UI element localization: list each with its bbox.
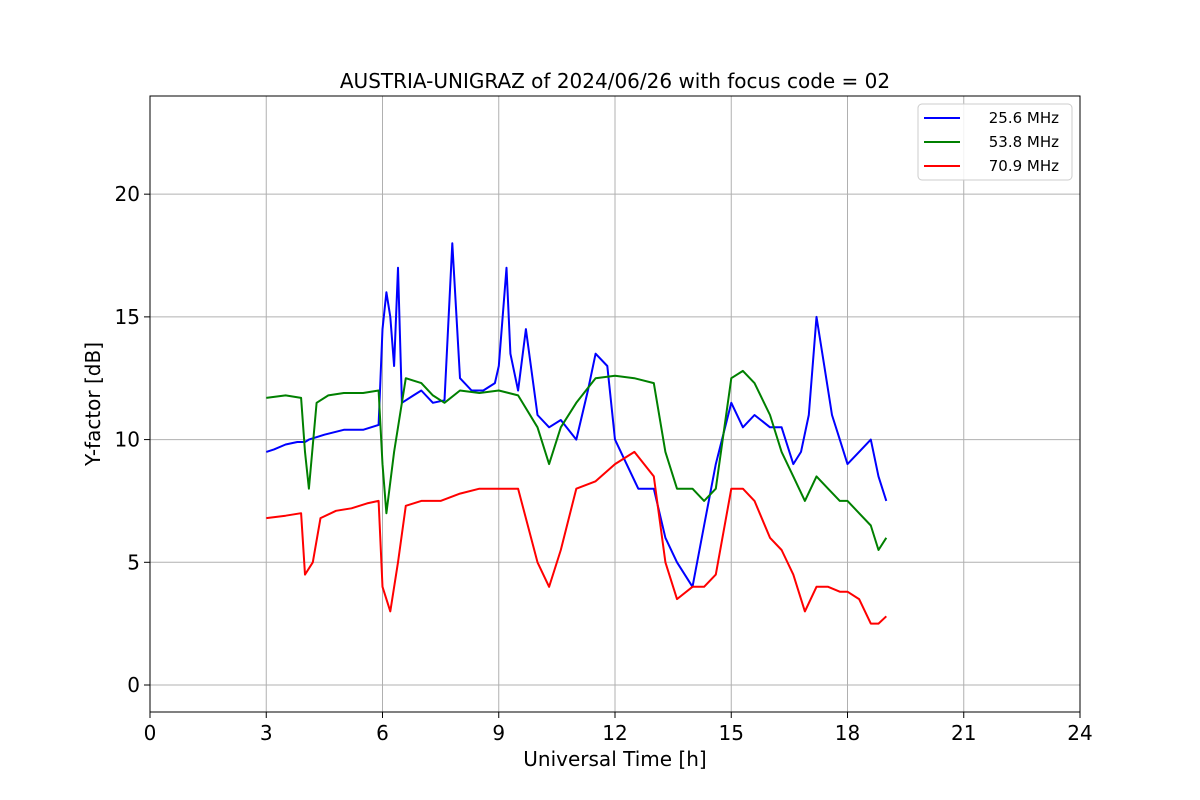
chart-title: AUSTRIA-UNIGRAZ of 2024/06/26 with focus… [340,69,890,93]
series-line-3 [266,450,887,625]
x-tick-label: 9 [492,721,505,745]
x-tick-label: 18 [835,721,860,745]
y-tick-label: 5 [127,550,140,574]
x-tick-label: 24 [1067,721,1092,745]
x-tick-label: 15 [719,721,744,745]
series-line-1 [265,242,888,588]
legend-box [917,103,1073,181]
x-axis-label: Universal Time [h] [523,747,706,771]
x-tick-label: 21 [951,721,976,745]
x-tick-label: 12 [602,721,627,745]
x-tick-label: 6 [376,721,389,745]
series-line-2 [266,369,888,551]
y-tick-label: 15 [115,305,140,329]
series-layer [265,242,888,625]
y-tick-label: 20 [115,182,140,206]
x-tick-label: 3 [260,721,273,745]
y-axis-label: Y-factor [dB] [81,342,105,467]
ticks: 0 3 6 9 12 15 18 21 24 0 5 10 15 20 [115,182,1093,745]
legend-label-1: 25.6 MHz [989,109,1059,127]
legend: 25.6 MHz 53.8 MHz 70.9 MHz [917,103,1073,181]
y-tick-label: 10 [115,428,140,452]
legend-label-3: 70.9 MHz [989,157,1059,175]
legend-label-2: 53.8 MHz [989,133,1059,151]
y-tick-label: 0 [127,673,140,697]
x-tick-label: 0 [144,721,157,745]
